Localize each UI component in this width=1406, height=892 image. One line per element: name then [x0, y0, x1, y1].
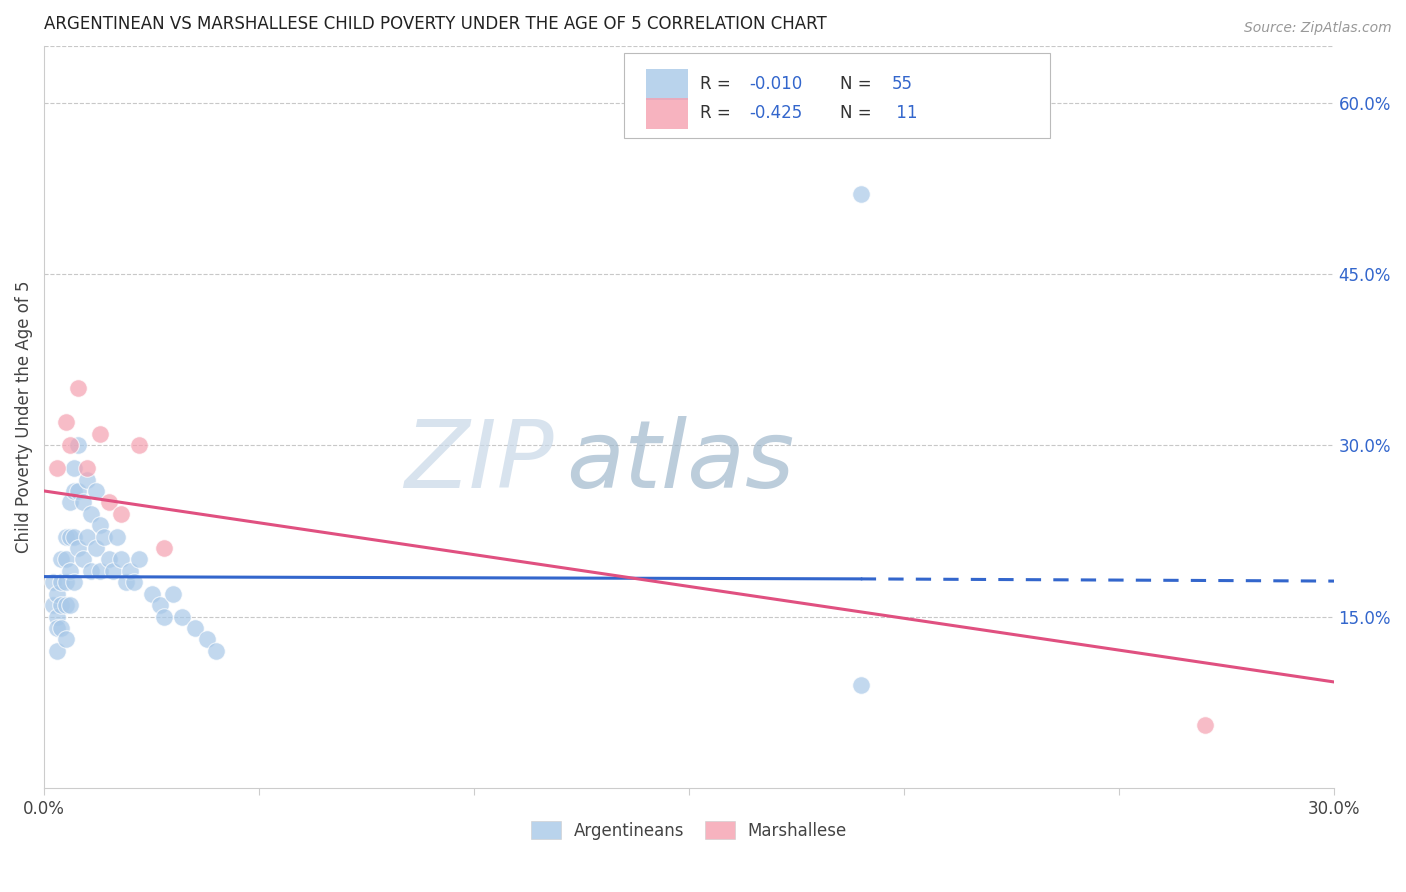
- Point: [205, 644, 228, 658]
- Text: R =: R =: [700, 75, 737, 94]
- Point: [67, 483, 90, 498]
- Point: [97, 495, 120, 509]
- Text: atlas: atlas: [567, 416, 794, 507]
- Point: [197, 632, 219, 647]
- Point: [849, 187, 872, 202]
- Point: [1194, 718, 1216, 732]
- Y-axis label: Child Poverty Under the Age of 5: Child Poverty Under the Age of 5: [15, 280, 32, 553]
- Point: [149, 598, 172, 612]
- Point: [59, 495, 82, 509]
- Point: [141, 587, 163, 601]
- Point: [51, 621, 73, 635]
- Point: [153, 609, 176, 624]
- FancyBboxPatch shape: [624, 54, 1050, 138]
- Point: [63, 530, 86, 544]
- Point: [89, 518, 111, 533]
- Point: [59, 564, 82, 578]
- Text: -0.425: -0.425: [749, 104, 803, 122]
- Point: [97, 552, 120, 566]
- Point: [128, 552, 150, 566]
- Legend: Argentineans, Marshallese: Argentineans, Marshallese: [524, 814, 853, 847]
- Point: [59, 438, 82, 452]
- Point: [63, 461, 86, 475]
- Point: [59, 530, 82, 544]
- Point: [162, 587, 184, 601]
- Point: [80, 564, 103, 578]
- Text: Source: ZipAtlas.com: Source: ZipAtlas.com: [1244, 21, 1392, 35]
- Point: [124, 575, 146, 590]
- Point: [93, 530, 115, 544]
- Point: [46, 621, 69, 635]
- Text: N =: N =: [839, 104, 876, 122]
- Point: [72, 495, 94, 509]
- Point: [849, 678, 872, 692]
- Point: [72, 552, 94, 566]
- Point: [76, 473, 98, 487]
- Point: [46, 587, 69, 601]
- Point: [55, 416, 77, 430]
- Text: R =: R =: [700, 104, 737, 122]
- Text: ZIP: ZIP: [404, 416, 554, 507]
- Point: [41, 598, 63, 612]
- Text: N =: N =: [839, 75, 876, 94]
- Point: [76, 530, 98, 544]
- Point: [55, 598, 77, 612]
- Point: [46, 461, 69, 475]
- Point: [51, 598, 73, 612]
- Point: [80, 507, 103, 521]
- Point: [59, 598, 82, 612]
- Point: [153, 541, 176, 555]
- Point: [63, 483, 86, 498]
- Point: [84, 541, 107, 555]
- FancyBboxPatch shape: [647, 97, 688, 128]
- Text: ARGENTINEAN VS MARSHALLESE CHILD POVERTY UNDER THE AGE OF 5 CORRELATION CHART: ARGENTINEAN VS MARSHALLESE CHILD POVERTY…: [44, 15, 827, 33]
- Point: [46, 644, 69, 658]
- Point: [101, 564, 124, 578]
- Point: [170, 609, 193, 624]
- Text: 11: 11: [891, 104, 918, 122]
- Point: [105, 530, 128, 544]
- Point: [55, 530, 77, 544]
- Point: [89, 426, 111, 441]
- Text: 55: 55: [891, 75, 912, 94]
- Point: [89, 564, 111, 578]
- Point: [84, 483, 107, 498]
- Point: [76, 461, 98, 475]
- Point: [128, 438, 150, 452]
- Point: [183, 621, 205, 635]
- Point: [55, 552, 77, 566]
- Point: [67, 541, 90, 555]
- Point: [110, 507, 132, 521]
- Point: [51, 575, 73, 590]
- Text: -0.010: -0.010: [749, 75, 803, 94]
- Point: [55, 575, 77, 590]
- Point: [110, 552, 132, 566]
- Point: [120, 564, 142, 578]
- Point: [114, 575, 136, 590]
- Point: [67, 381, 90, 395]
- Point: [63, 575, 86, 590]
- Point: [67, 438, 90, 452]
- Point: [41, 575, 63, 590]
- FancyBboxPatch shape: [647, 69, 688, 100]
- Point: [46, 609, 69, 624]
- Point: [55, 632, 77, 647]
- Point: [51, 552, 73, 566]
